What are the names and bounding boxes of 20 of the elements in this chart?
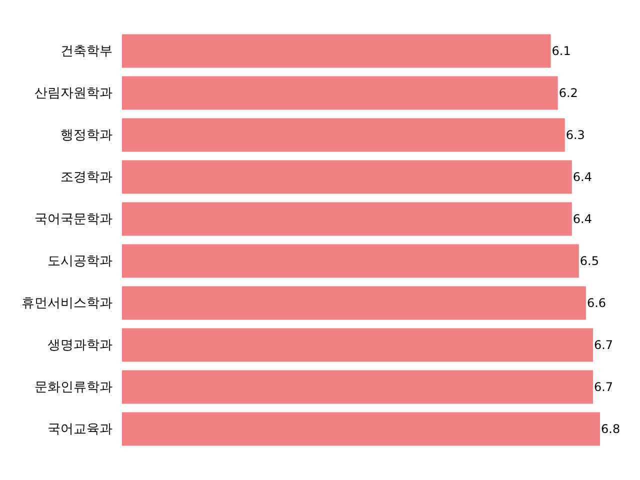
y-tick-label: 산림자원학과 — [34, 86, 112, 101]
data-label: 6.6 — [586, 296, 606, 310]
y-tick-label: 도시공학과 — [48, 254, 112, 269]
y-tick-label: 문화인류학과 — [34, 380, 112, 395]
y-tick-label: 생명과학과 — [48, 338, 112, 353]
y-tick-label: 행정학과 — [60, 128, 112, 143]
y-tick-label: 국어교육과 — [48, 422, 112, 437]
data-label: 6.3 — [566, 128, 585, 142]
data-label: 6.4 — [572, 170, 592, 184]
y-tick-label: 조경학과 — [60, 170, 112, 185]
data-label: 6.5 — [580, 254, 600, 268]
data-label: 6.4 — [572, 212, 592, 226]
data-label: 6.7 — [594, 380, 614, 394]
data-label: 6.2 — [558, 86, 578, 100]
y-tick-label: 건축학부 — [60, 44, 112, 59]
data-label: 6.7 — [594, 338, 614, 352]
data-label: 6.1 — [552, 44, 571, 58]
y-tick-label: 휴먼서비스학과 — [22, 296, 112, 311]
y-tick-label: 국어국문학과 — [34, 212, 112, 227]
data-label: 6.8 — [601, 422, 620, 436]
